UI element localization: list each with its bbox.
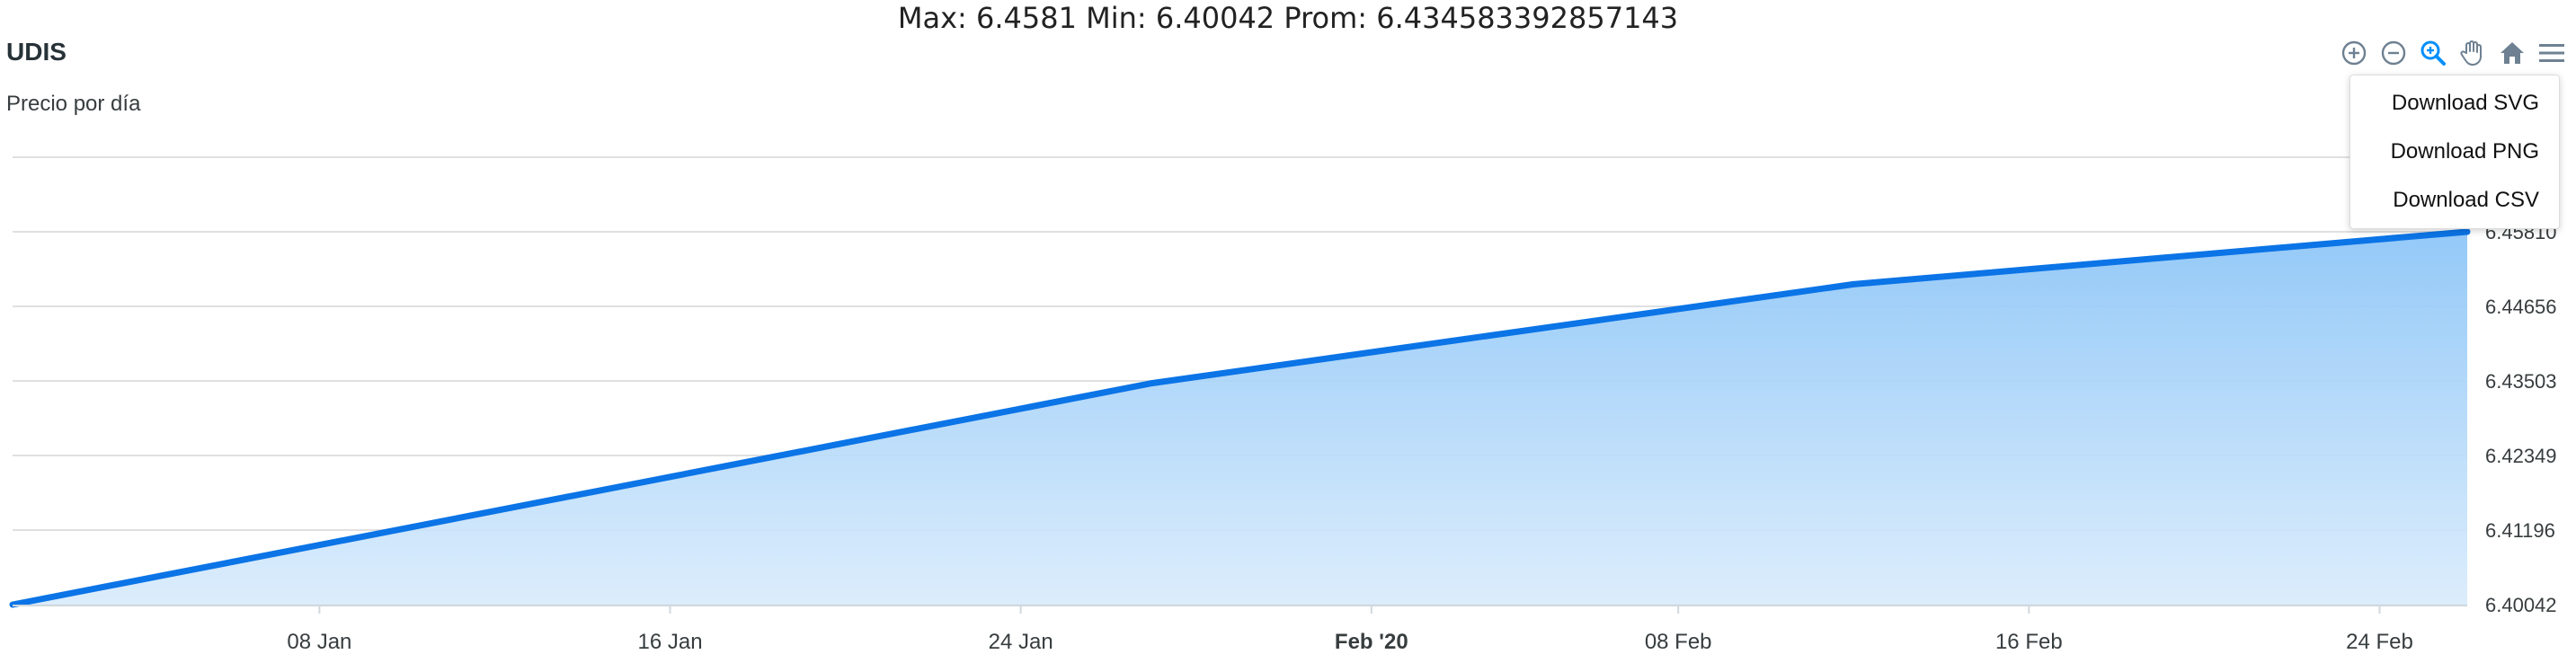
zoom-in-button[interactable]	[2337, 36, 2371, 70]
x-tick-label: 08 Feb	[1645, 630, 1712, 654]
reset-zoom-button[interactable]	[2495, 36, 2529, 70]
pan-hand-icon	[2460, 40, 2482, 66]
y-tick-label: 6.42349	[2485, 445, 2557, 467]
pan-button[interactable]	[2456, 36, 2490, 70]
zoom-out-icon	[2381, 40, 2406, 66]
x-tick-label: 16 Feb	[1995, 630, 2063, 654]
x-tick-label: 24 Jan	[989, 630, 1053, 654]
zoom-selection-icon	[2421, 40, 2446, 66]
zoom-in-icon	[2341, 40, 2367, 66]
y-tick-label: 6.41196	[2485, 519, 2555, 542]
x-tick-label: Feb '20	[1335, 630, 1408, 654]
series-area	[9, 228, 2471, 608]
chart-subtitle: Precio por día	[6, 92, 141, 116]
zoom-out-button[interactable]	[2376, 36, 2411, 70]
chart-title: UDIS	[6, 38, 67, 66]
export-menu: Download SVG Download PNG Download CSV	[2349, 75, 2560, 229]
x-tick-label: 16 Jan	[637, 630, 702, 654]
download-csv-item[interactable]: Download CSV	[2393, 188, 2539, 212]
menu-button[interactable]	[2535, 36, 2569, 70]
y-tick-label: 6.43503	[2485, 370, 2557, 393]
menu-hamburger-icon	[2539, 44, 2564, 62]
zoom-selection-button[interactable]	[2416, 36, 2450, 70]
x-axis: 08 Jan 16 Jan 24 Jan Feb '20 08 Feb 16 Feb 24 …	[13, 605, 2467, 654]
download-png-item[interactable]: Download PNG	[2390, 139, 2539, 164]
series-area-fill	[13, 231, 2467, 605]
chart-toolbar	[2337, 36, 2569, 70]
header-stats: Max: 6.4581 Min: 6.40042 Prom: 6.4345833…	[897, 1, 1679, 35]
download-svg-item[interactable]: Download SVG	[2391, 91, 2539, 115]
x-tick-label: 08 Jan	[287, 630, 351, 654]
x-tick-label: 24 Feb	[2346, 630, 2413, 654]
series-line	[9, 228, 2471, 608]
home-reset-icon	[2500, 42, 2524, 64]
y-tick-label: 6.44656	[2485, 296, 2557, 318]
y-tick-label: 6.40042	[2485, 594, 2557, 616]
